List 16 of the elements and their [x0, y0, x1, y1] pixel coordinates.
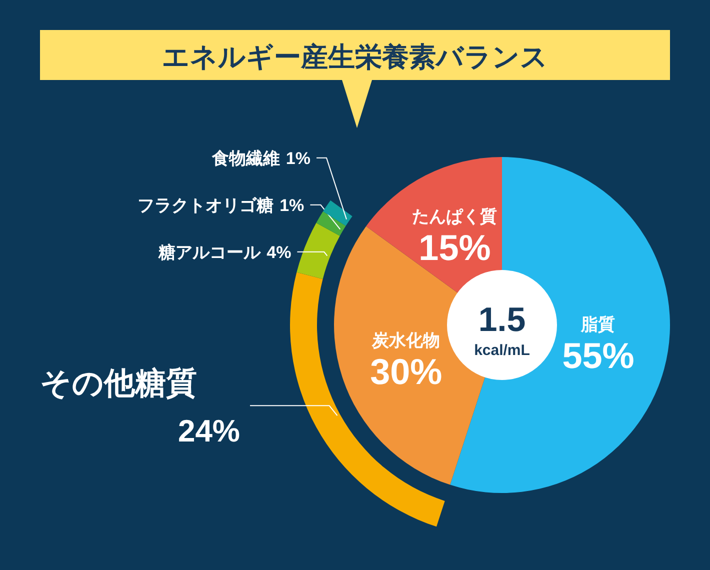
data-label: 55%	[562, 335, 634, 376]
data-label: 4%	[266, 242, 292, 262]
slice-label: たんぱく質	[412, 207, 498, 226]
slice-label: その他糖質	[40, 366, 197, 401]
text: 1.5 kcal/mL	[474, 301, 530, 359]
data-label: 15%	[418, 227, 491, 268]
data-label: 30%	[370, 351, 442, 392]
slice-label: フラクトオリゴ糖	[138, 196, 274, 215]
slice-label: 炭水化物	[371, 331, 440, 350]
chart-title: エネルギー産生栄養素バランス	[162, 42, 548, 72]
data-label: 24%	[178, 414, 240, 449]
slice-label: 食物繊維	[210, 148, 280, 168]
slice-label: 糖アルコール	[158, 242, 262, 262]
slice-label: 脂質	[580, 315, 616, 334]
data-label: 1%	[286, 148, 311, 168]
data-label: 1%	[280, 196, 304, 215]
